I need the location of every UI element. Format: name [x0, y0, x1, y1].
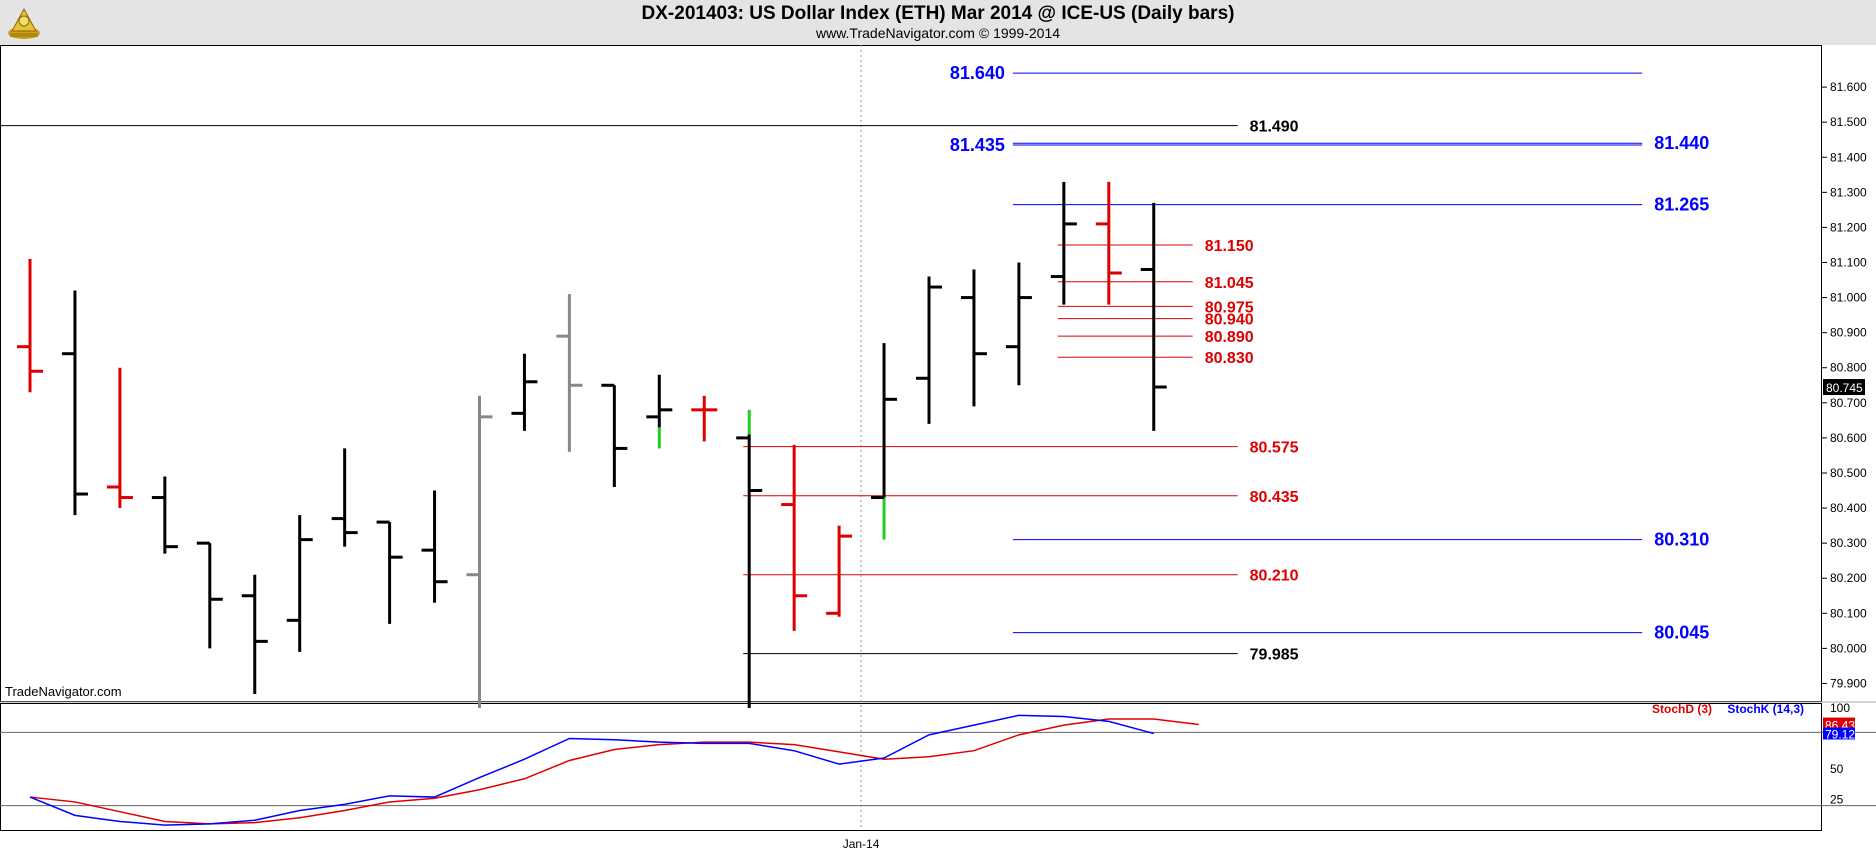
level-label: 80.310	[1654, 530, 1709, 550]
level-label: 81.490	[1250, 119, 1299, 136]
stoch-y-tick-label: 25	[1830, 793, 1844, 807]
level-label: 81.435	[950, 135, 1005, 155]
stoch-y-tick-label: 50	[1830, 762, 1844, 776]
x-tick-label: Jan-14	[843, 837, 880, 851]
y-tick-label: 80.000	[1830, 641, 1867, 655]
stoch-k-value-box	[1823, 727, 1855, 740]
y-tick-label: 80.800	[1830, 361, 1867, 375]
level-label: 80.435	[1250, 489, 1299, 506]
y-tick-label: 81.300	[1830, 185, 1867, 199]
level-label: 79.985	[1250, 647, 1299, 664]
stoch-y-tick-label: 100	[1830, 701, 1850, 715]
trade-navigator-logo-icon	[8, 7, 40, 39]
y-tick-label: 81.000	[1830, 291, 1867, 305]
y-tick-label: 80.900	[1830, 326, 1867, 340]
last-price-box	[1823, 379, 1865, 396]
stoch-plot-frame	[0, 703, 1822, 831]
stoch-series-line	[29, 718, 1199, 825]
y-tick-label: 80.300	[1830, 536, 1867, 550]
y-tick-label: 81.200	[1830, 220, 1867, 234]
chart-header	[0, 0, 1876, 45]
y-tick-label: 81.500	[1830, 115, 1867, 129]
level-label: 80.830	[1205, 350, 1254, 367]
y-tick-label: 80.100	[1830, 606, 1867, 620]
stoch-legend-k: StochK (14,3)	[1727, 702, 1804, 716]
y-tick-label: 80.400	[1830, 501, 1867, 515]
y-tick-label: 80.200	[1830, 571, 1867, 585]
y-tick-label: 80.500	[1830, 466, 1867, 480]
level-label: 81.440	[1654, 133, 1709, 153]
level-label: 80.210	[1250, 568, 1299, 585]
last-price-label: 80.745	[1826, 381, 1863, 395]
level-label: 80.575	[1250, 440, 1299, 457]
level-label: 80.975	[1205, 299, 1254, 316]
level-label: 80.890	[1205, 329, 1254, 346]
level-label: 81.045	[1205, 275, 1254, 292]
level-label: 80.940	[1205, 312, 1254, 329]
y-tick-label: 80.600	[1830, 431, 1867, 445]
y-tick-label: 79.900	[1830, 676, 1867, 690]
stoch-legend-d: StochD (3)	[1652, 702, 1712, 716]
y-tick-label: 81.600	[1830, 80, 1867, 94]
chart-subtitle: www.TradeNavigator.com © 1999-2014	[815, 25, 1061, 41]
stoch-k-value: 79.12	[1825, 727, 1855, 741]
stoch-series-line	[29, 714, 1154, 826]
main-plot-frame	[0, 45, 1822, 702]
level-label: 81.150	[1205, 238, 1254, 255]
y-tick-label: 81.400	[1830, 150, 1867, 164]
y-tick-label: 81.100	[1830, 255, 1867, 269]
level-label: 80.045	[1654, 623, 1709, 643]
level-label: 81.640	[950, 63, 1005, 83]
y-tick-label: 80.700	[1830, 396, 1867, 410]
watermark: TradeNavigator.com	[5, 684, 122, 699]
chart-title: DX-201403: US Dollar Index (ETH) Mar 201…	[641, 3, 1235, 24]
level-label: 81.265	[1654, 195, 1709, 215]
